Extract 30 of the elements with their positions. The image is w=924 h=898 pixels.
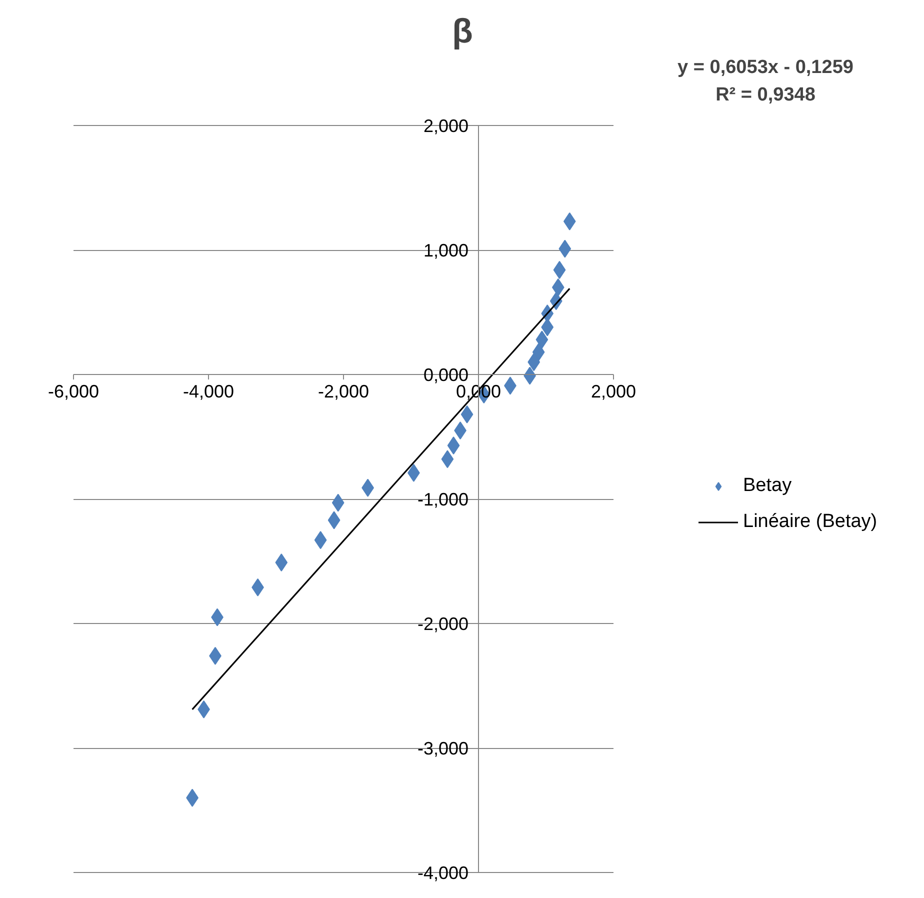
point xyxy=(541,318,554,336)
point xyxy=(536,330,548,349)
legend-label: Linéaire (Betay) xyxy=(743,511,878,533)
point xyxy=(441,450,454,468)
point xyxy=(314,531,327,550)
point xyxy=(528,353,540,372)
point xyxy=(553,260,566,279)
y-tick-label: 2,000 xyxy=(423,116,469,136)
text: y = 0,6053x - 0,1259 R² = 0,9348 xyxy=(678,57,854,106)
point xyxy=(558,240,572,258)
y-tick-label: -4,000 xyxy=(417,863,469,883)
y-tick-label: -1,000 xyxy=(417,490,469,510)
x-tick-label: -2,000 xyxy=(318,382,370,402)
point xyxy=(532,343,545,362)
chart-title: β xyxy=(452,12,473,50)
x-tick-label: -6,000 xyxy=(48,382,100,402)
point xyxy=(563,212,576,230)
point xyxy=(460,405,474,424)
x-tick-label: 2,000 xyxy=(590,382,636,402)
y-tick-label: -3,000 xyxy=(417,738,469,758)
y-tick-label: -2,000 xyxy=(417,614,469,634)
y-tick-label: 1,000 xyxy=(423,240,469,260)
x-tick-label: -4,000 xyxy=(182,382,234,402)
legend-label: Betay xyxy=(743,475,792,497)
point xyxy=(328,511,340,530)
point xyxy=(332,494,344,512)
point xyxy=(275,553,288,572)
point xyxy=(552,278,564,296)
y-tick-label: 0,000 xyxy=(423,365,469,385)
point xyxy=(447,436,460,454)
